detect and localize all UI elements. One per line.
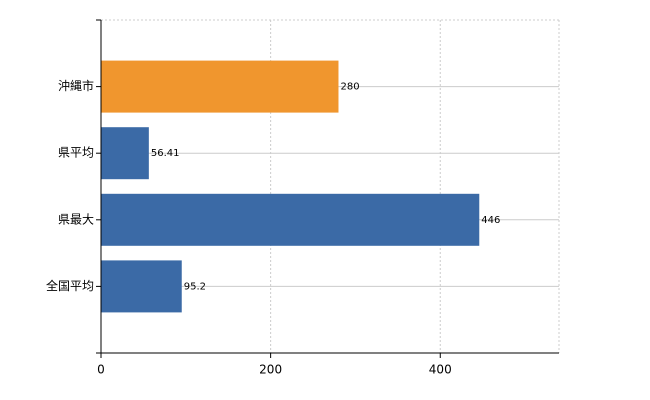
- value-label: 446: [481, 215, 500, 226]
- x-tick-label: 400: [429, 363, 452, 377]
- value-label: 56.41: [151, 148, 180, 159]
- value-label: 95.2: [184, 281, 206, 292]
- value-label: 280: [340, 82, 359, 93]
- y-tick-label: 全国平均: [46, 278, 94, 293]
- x-tick-label: 200: [259, 363, 282, 377]
- x-tick-label: 0: [97, 363, 105, 377]
- y-tick-label: 沖縄市: [58, 78, 94, 93]
- bar: [101, 193, 480, 246]
- bar: [101, 260, 182, 313]
- bar: [101, 127, 149, 180]
- bar: [101, 60, 339, 113]
- y-tick-label: 県最大: [58, 212, 94, 226]
- y-tick-label: 県平均: [58, 146, 94, 160]
